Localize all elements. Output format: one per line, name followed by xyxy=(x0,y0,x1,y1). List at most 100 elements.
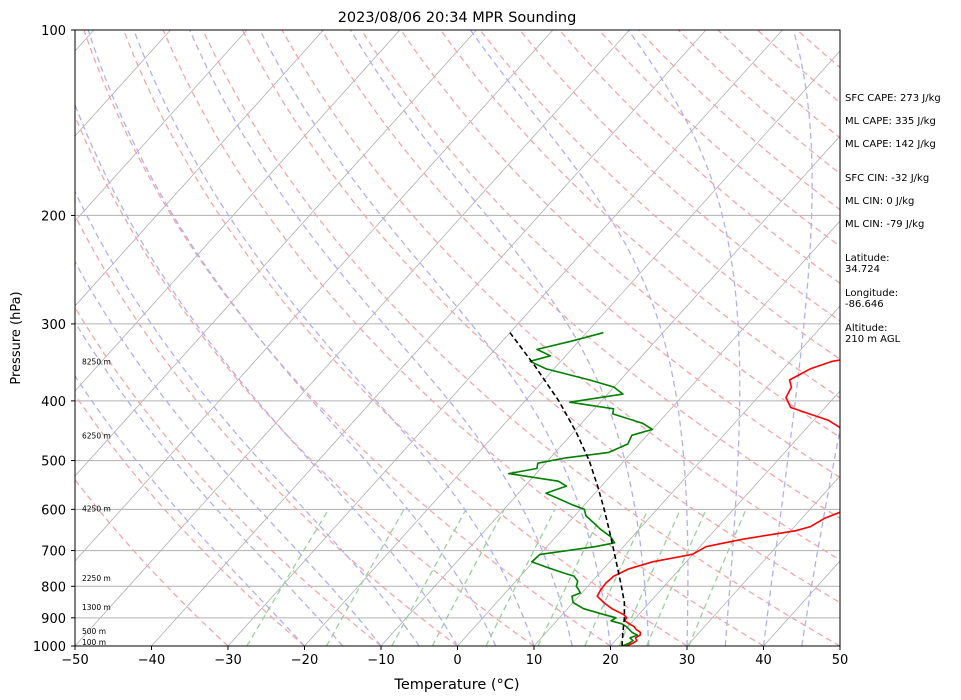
height-label: 100 m xyxy=(82,638,106,647)
plot-frame xyxy=(74,29,841,647)
mixing-ratio-line xyxy=(688,509,747,646)
dry-adiabat-line xyxy=(321,30,840,520)
x-tick-label: −30 xyxy=(214,653,241,668)
x-axis-label: Temperature (°C) xyxy=(393,677,519,693)
dry-adiabat-line xyxy=(479,30,840,360)
y-tick-label: 500 xyxy=(41,455,66,470)
chart-title: 2023/08/06 20:34 MPR Sounding xyxy=(338,10,577,26)
moist-adiabat-line xyxy=(350,30,650,646)
y-tick-label: 700 xyxy=(41,545,66,560)
longitude-text: Longitude: -86.646 xyxy=(845,288,899,310)
height-label: 8250 m xyxy=(82,357,111,366)
x-axis: −50 −40 −30 −20 −10 0 10 20 30 40 50 xyxy=(61,646,848,668)
mixing-ratio-line xyxy=(246,508,330,646)
sounding-series xyxy=(507,331,840,646)
mixing-ratio-line xyxy=(646,509,707,646)
altitude-text: Altitude: 210 m AGL xyxy=(845,323,901,345)
mixing-ratio-line xyxy=(618,509,682,646)
moist-adiabat-line xyxy=(259,30,612,646)
y-tick-label: 300 xyxy=(41,318,66,333)
isotherm-line xyxy=(75,30,630,646)
dry-adiabat-line xyxy=(281,30,840,561)
isotherm-line xyxy=(75,30,401,392)
x-tick-label: −40 xyxy=(138,653,165,668)
isotherm-line xyxy=(380,135,840,646)
dry-adiabat-line xyxy=(75,214,458,646)
mixing-ratio-line xyxy=(537,509,605,646)
latitude-text: Latitude: 34.724 xyxy=(845,253,890,275)
y-tick-label: 800 xyxy=(41,580,66,595)
isotherm-line xyxy=(457,220,840,646)
height-label: 2250 m xyxy=(82,574,111,583)
dry-adiabat-line xyxy=(75,114,535,646)
moist-adiabat-line xyxy=(75,103,459,646)
y-axis: 100 200 300 400 500 600 700 800 900 1000 xyxy=(33,24,75,655)
moist-adiabat-line xyxy=(133,30,535,646)
y-tick-label: 900 xyxy=(41,612,66,627)
isotherm-line xyxy=(151,30,707,646)
dry-adiabat-line xyxy=(122,30,688,646)
x-tick-label: −10 xyxy=(367,653,394,668)
mixing-ratio-line xyxy=(584,509,649,646)
ml-cape-text-1: ML CAPE: 335 J/kg xyxy=(845,116,936,127)
dry-adiabat-line xyxy=(519,30,840,322)
y-tick-label: 100 xyxy=(41,24,66,39)
dry-adiabat-line xyxy=(241,30,840,604)
y-axis-label: Pressure (hPa) xyxy=(9,291,24,384)
moist-adiabat-line xyxy=(87,30,497,646)
x-tick-label: 30 xyxy=(679,653,696,668)
isotherm-line xyxy=(610,390,840,646)
x-tick-label: 40 xyxy=(755,653,772,668)
moist-adiabat-line xyxy=(627,30,741,646)
dry-adiabat-line xyxy=(75,478,229,646)
y-tick-label: 1000 xyxy=(33,640,66,655)
ml-cin-text-2: ML CIN: -79 J/kg xyxy=(845,219,925,230)
y-tick-label: 600 xyxy=(41,503,66,518)
moist-adiabat-line xyxy=(469,30,689,646)
moist-adiabat-line xyxy=(75,260,382,646)
mixing-ratio-line xyxy=(325,508,405,646)
moist-adiabat-line xyxy=(75,190,420,646)
isotherm-line xyxy=(75,30,248,222)
background-lines xyxy=(75,30,840,646)
isotherm-line xyxy=(75,30,324,307)
height-label: 500 m xyxy=(82,627,106,636)
y-tick-label: 400 xyxy=(41,395,66,410)
dry-adiabat-line xyxy=(162,30,764,646)
temperature-line xyxy=(596,359,840,646)
dry-adiabat-line xyxy=(83,30,611,646)
x-tick-label: 10 xyxy=(526,653,543,668)
height-label: 6250 m xyxy=(82,431,111,440)
isotherm-line xyxy=(227,30,783,646)
x-tick-label: 20 xyxy=(602,653,619,668)
mixing-ratio-line xyxy=(391,508,467,646)
isotherm-line xyxy=(533,305,840,646)
dewpoint-line xyxy=(507,331,654,646)
height-label: 1300 m xyxy=(82,603,111,612)
x-tick-label: −20 xyxy=(291,653,318,668)
moist-adiabat-line xyxy=(189,30,573,646)
x-tick-label: 0 xyxy=(453,653,461,668)
dry-adiabat-line xyxy=(75,393,305,646)
height-labels: 100 m 500 m 1300 m 2250 m 4250 m 6250 m 8250 m xyxy=(82,357,111,647)
dry-adiabat-line xyxy=(202,30,840,646)
sfc-cape-text: SFC CAPE: 273 J/kg xyxy=(845,93,941,104)
x-tick-label: 50 xyxy=(832,653,849,668)
ml-cin-text-1: ML CIN: 0 J/kg xyxy=(845,196,915,207)
mixing-ratio-line xyxy=(485,509,556,646)
moist-adiabat-line xyxy=(801,426,840,646)
isotherm-line xyxy=(686,475,840,646)
isotherm-line xyxy=(75,30,171,137)
isotherm-line xyxy=(75,30,554,562)
y-tick-label: 200 xyxy=(41,209,66,224)
isotherm-line xyxy=(75,30,477,477)
ml-cape-text-2: ML CAPE: 142 J/kg xyxy=(845,139,936,150)
parcel-path-line xyxy=(509,332,626,646)
x-tick-label: −50 xyxy=(61,653,88,668)
moist-adiabat-line xyxy=(762,30,813,646)
sfc-cin-text: SFC CIN: -32 J/kg xyxy=(845,173,930,184)
dry-adiabat-line xyxy=(558,30,840,285)
dry-adiabat-line xyxy=(75,306,382,646)
mixing-ratio-line xyxy=(431,508,505,646)
